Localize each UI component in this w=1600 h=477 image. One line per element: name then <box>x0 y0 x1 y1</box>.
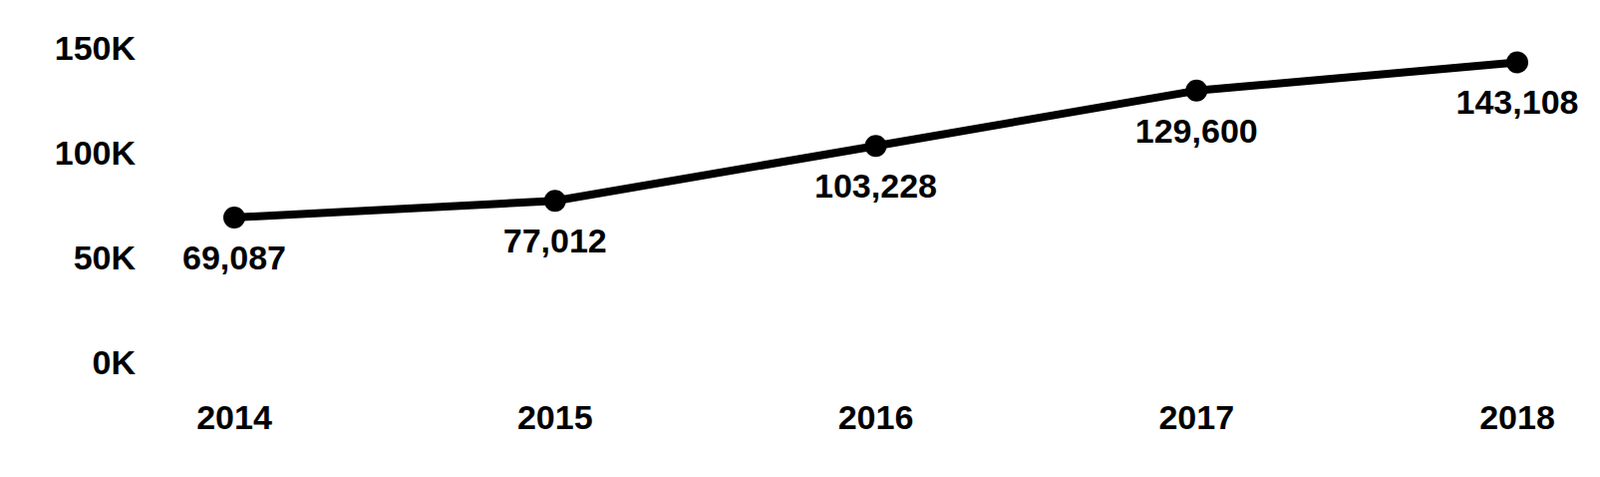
data-point <box>544 189 567 212</box>
x-tick-label: 2017 <box>1158 397 1235 436</box>
y-tick-label: 150K <box>54 28 137 67</box>
y-tick-label: 50K <box>73 238 137 277</box>
chart: 0K 50K 100K 150K 2014 2015 2016 2017 2018 69,087 7… <box>0 0 1600 477</box>
data-label: 129,600 <box>1135 111 1259 150</box>
data-label: 103,228 <box>814 166 938 205</box>
x-tick-label: 2018 <box>1479 397 1556 436</box>
data-point <box>1506 50 1529 73</box>
x-tick-label: 2016 <box>838 397 915 436</box>
data-line <box>234 61 1518 217</box>
data-point <box>1185 79 1208 102</box>
data-point <box>865 134 888 157</box>
data-label: 143,108 <box>1456 82 1580 121</box>
data-label: 69,087 <box>182 238 287 277</box>
data-point <box>223 206 246 229</box>
x-tick-label: 2015 <box>517 397 594 436</box>
x-tick-label: 2014 <box>196 397 273 436</box>
y-tick-label: 100K <box>54 133 137 172</box>
plot-marks <box>223 50 1529 228</box>
data-label: 77,012 <box>503 221 608 260</box>
y-tick-label: 0K <box>92 342 137 381</box>
